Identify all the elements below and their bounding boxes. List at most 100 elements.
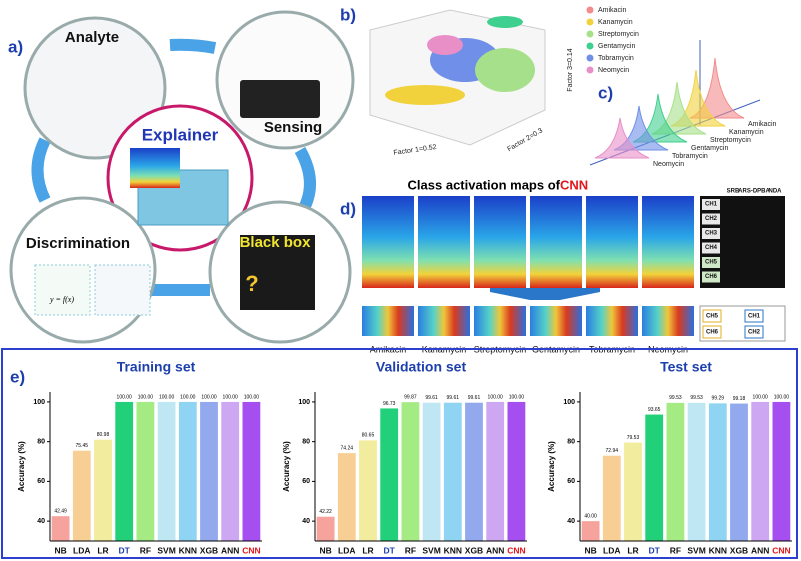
y-tick-label: 80: [37, 439, 45, 446]
bar: [316, 516, 335, 541]
node-label: Analyte: [65, 29, 119, 46]
x-tick-label: ANN: [486, 545, 504, 555]
panel-label: d): [340, 199, 356, 218]
selected-tag: [702, 325, 722, 339]
activation-strip: [362, 306, 414, 336]
legend-marker: [586, 54, 594, 62]
x-tick-label: LDA: [73, 545, 90, 555]
title: Class activation maps of: [408, 177, 561, 192]
ridge-label: Streptomycin: [710, 137, 751, 144]
panel-a: Analyte Sensing Black box Discrimination…: [8, 10, 355, 344]
value-label: 42.49: [54, 509, 67, 515]
bar: [337, 453, 356, 541]
x-tick-label: LR: [97, 545, 108, 555]
channel-label: CH1: [705, 202, 718, 208]
value-label: 100.00: [159, 394, 175, 400]
y-tick-label: 40: [37, 518, 45, 525]
x-tick-label: NB: [584, 545, 596, 555]
value-label: 79.53: [627, 435, 640, 441]
legend-label: Kanamycin: [598, 19, 633, 26]
x-tick-label: SVM: [687, 545, 705, 555]
channel-tag: [702, 257, 720, 268]
bar: [730, 403, 748, 541]
value-label: 100.00: [244, 394, 260, 400]
value-label: 99.61: [447, 395, 460, 401]
legend-marker: [586, 6, 594, 14]
selected-tag: [702, 309, 722, 323]
y-tick-label: 100: [33, 399, 45, 406]
bar: [115, 401, 134, 541]
ridge-label: Neomycin: [653, 161, 684, 168]
y-tick-label: 40: [567, 518, 575, 525]
value-label: 42.22: [319, 509, 332, 515]
channel-label: CH3: [705, 231, 718, 237]
bar: [465, 402, 483, 541]
plot-icon: [34, 264, 91, 316]
activation-map: [586, 196, 638, 288]
chart-title: Test set: [660, 359, 712, 375]
bar: [624, 442, 642, 541]
legend-label: Amikacin: [598, 7, 627, 14]
x-tick-label: SVM: [157, 545, 175, 555]
selected-tag: [744, 309, 764, 323]
x-tick-label: NB: [54, 545, 66, 555]
value-label: 99.18: [733, 396, 746, 402]
box-icon: [137, 169, 229, 226]
channel-label: CH4: [705, 245, 718, 251]
x-tick-label: CNN: [507, 545, 525, 555]
x-tick-label: XGB: [465, 545, 483, 555]
value-label: 99.53: [690, 395, 703, 401]
ridge-label: Kanamycin: [729, 129, 764, 136]
x-tick-label: KNN: [444, 545, 462, 555]
value-label: 100.00: [201, 394, 217, 400]
bar: [687, 402, 706, 541]
node-label: Black box: [240, 234, 312, 251]
legend-label: Neomycin: [598, 67, 629, 74]
arrow: [490, 288, 600, 300]
value-label: 72.94: [606, 448, 619, 454]
x-tick-label: XGB: [730, 545, 748, 555]
value-label: 99.61: [468, 395, 481, 401]
channel-tag: [702, 228, 720, 239]
value-label: 80.98: [97, 432, 110, 438]
legend-marker: [586, 18, 594, 26]
map-icon: [130, 148, 180, 188]
center-label: Explainer: [142, 125, 219, 144]
channel-label: CH2: [705, 216, 718, 222]
value-label: 100.00: [488, 394, 504, 400]
legend-label: Gentamycin: [598, 43, 635, 50]
cluster: [487, 16, 523, 28]
legend-marker: [586, 66, 594, 74]
x-tick-label: DT: [384, 545, 396, 555]
value-label: 100.00: [117, 394, 133, 400]
cluster: [427, 35, 463, 55]
bar: [359, 440, 377, 541]
selected-tag: [744, 325, 764, 339]
value-label: 40.00: [584, 513, 597, 519]
x-tick-label: DT: [649, 545, 661, 555]
bar: [772, 401, 791, 541]
bar: [507, 401, 526, 541]
cycle-arrow: [169, 38, 217, 54]
panel-e: Training set Accuracy (%) 40 60 80 100 42.49 NB…: [17, 359, 792, 555]
y-tick-label: 100: [298, 399, 310, 406]
value-label: 93.65: [648, 407, 661, 413]
value-label: 100.00: [138, 394, 154, 400]
value-label: 99.61: [425, 395, 438, 401]
bar: [380, 408, 399, 541]
value-label: 100.00: [774, 394, 790, 400]
y-tick-label: 80: [302, 439, 310, 446]
ridge-label: Tobramycin: [672, 153, 708, 160]
channel-label: CH6: [705, 274, 718, 280]
bar: [422, 402, 441, 541]
value-label: 100.00: [753, 394, 769, 400]
activation-strip: [530, 306, 582, 336]
analyte-circle: [23, 16, 167, 160]
formula: y = f(x): [49, 295, 74, 304]
x-tick-label: XGB: [200, 545, 218, 555]
activation-map: [362, 196, 414, 288]
well-plate: [240, 80, 320, 118]
panel-d: Class activation maps of CNN d) Amikacin…: [340, 177, 786, 354]
y-tick-label: 60: [302, 478, 310, 485]
